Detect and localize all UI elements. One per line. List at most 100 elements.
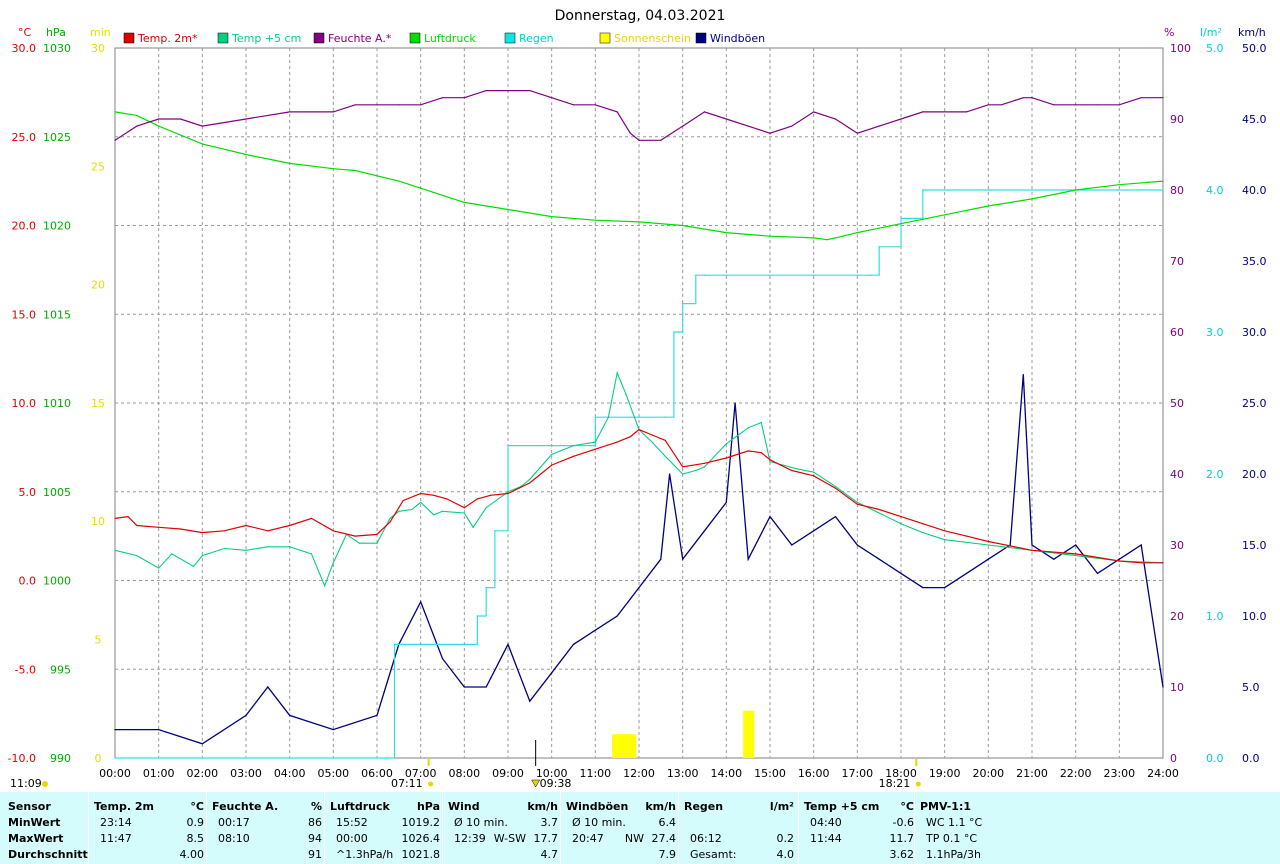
stats-header: Luftdruck (330, 800, 390, 813)
data-point (682, 558, 684, 560)
pressure-tick-label: 1000 (43, 575, 71, 588)
daylength-label: 11:09 (10, 777, 42, 790)
data-point (310, 517, 313, 519)
data-point (747, 450, 749, 452)
data-point (289, 714, 291, 717)
stats-value: 4.7 (540, 848, 559, 861)
data-point (376, 542, 378, 544)
legend-label: Feuchte A.* (328, 32, 392, 45)
stats-value: 3.62 (889, 848, 915, 861)
data-point (376, 714, 378, 717)
data-point (1140, 97, 1142, 99)
data-point (1031, 544, 1033, 546)
data-point (420, 501, 422, 503)
stats-time: 11:47 (100, 832, 132, 845)
data-point (878, 508, 880, 511)
data-point (616, 372, 618, 374)
data-point (158, 526, 160, 528)
data-point (909, 217, 911, 219)
data-point (463, 507, 465, 509)
data-point (747, 558, 749, 560)
data-point (900, 118, 902, 120)
stats-unit: km/h (527, 800, 558, 813)
data-point (463, 643, 465, 646)
data-point (922, 531, 924, 534)
data-point (420, 643, 422, 646)
wind-tick-label: 35.0 (1242, 255, 1267, 268)
data-point (900, 516, 902, 518)
data-point (638, 429, 640, 431)
legend-label: Windböen (710, 32, 765, 45)
data-point (476, 615, 479, 617)
data-point (944, 111, 946, 113)
series-line-temp-5-cm (114, 370, 1164, 588)
data-point (638, 587, 640, 589)
legend-swatch (313, 32, 325, 44)
data-point (245, 153, 247, 156)
data-point (1000, 104, 1003, 106)
data-point (664, 439, 666, 441)
stats-divider (206, 792, 207, 864)
data-point (813, 274, 815, 276)
data-point (376, 533, 378, 535)
legend-swatch (123, 32, 135, 44)
rain-tick-label: 4.0 (1206, 184, 1224, 197)
rain-unit-label: l/m² (1200, 26, 1222, 39)
stats-time: 08:10 (218, 832, 250, 845)
data-point (376, 104, 378, 106)
data-point (1118, 189, 1120, 191)
sun-unit-label: min (90, 26, 111, 39)
data-point (358, 542, 361, 544)
data-point (136, 555, 138, 557)
data-point (878, 512, 880, 514)
temp-tick-label: -10.0 (8, 752, 36, 765)
rain-tick-label: 5.0 (1206, 42, 1224, 55)
data-point (551, 453, 553, 456)
stats-time: 04:40 (810, 816, 842, 829)
stats-divider (88, 792, 89, 864)
axis-labels: 30.025.020.015.010.05.00.0-5.0-10.010301… (8, 26, 1267, 780)
data-point (114, 139, 116, 141)
data-point (769, 132, 771, 134)
legend-label: Luftdruck (424, 32, 476, 45)
data-point (682, 303, 684, 305)
x-tick-label: 20:00 (972, 767, 1004, 780)
data-point (433, 494, 435, 496)
x-tick-label: 02:00 (186, 767, 218, 780)
data-point (682, 473, 684, 475)
data-point (354, 169, 356, 172)
pressure-tick-label: 1025 (43, 131, 71, 144)
x-tick-label: 18:00 (885, 767, 917, 780)
rain-tick-label: 0.0 (1206, 752, 1224, 765)
data-point (463, 686, 465, 688)
stats-value: 17.7 (533, 832, 559, 845)
data-point (922, 111, 924, 113)
wind-tick-label: 15.0 (1242, 539, 1267, 552)
data-point (987, 544, 989, 546)
x-tick-label: 12:00 (623, 767, 655, 780)
data-point (703, 462, 706, 464)
rain-tick-label: 1.0 (1206, 610, 1224, 623)
data-point (1075, 544, 1077, 546)
stats-divider (914, 792, 915, 864)
data-point (651, 441, 653, 443)
stats-unit: °C (190, 800, 204, 813)
data-point (245, 714, 247, 717)
data-point (420, 104, 422, 106)
stats-unit: l/m² (769, 800, 794, 813)
data-point (289, 111, 291, 113)
data-point (201, 125, 203, 127)
data-point (1053, 104, 1055, 106)
stats-value: 91 (308, 848, 322, 861)
data-point (489, 494, 492, 496)
data-point (201, 143, 203, 145)
data-point (1140, 562, 1142, 564)
stats-time: 06:12 (690, 832, 722, 845)
data-point (223, 530, 225, 532)
stats-value: 8.5 (186, 832, 205, 845)
data-point (1075, 189, 1077, 191)
grid (115, 48, 1163, 758)
data-point (179, 118, 182, 120)
x-tick-label: 23:00 (1103, 767, 1135, 780)
data-point (1096, 104, 1099, 106)
